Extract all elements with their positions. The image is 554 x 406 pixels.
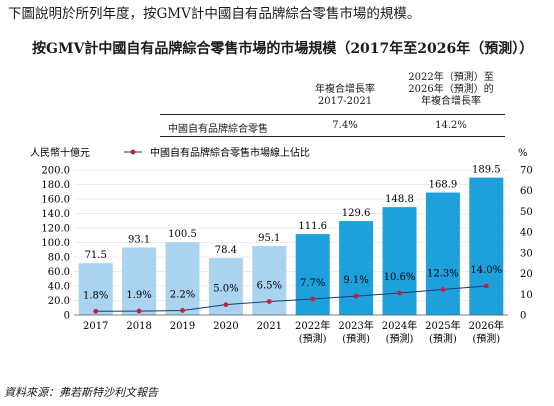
line-value-label: 2.2% <box>170 289 195 300</box>
bar-value-label: 78.4 <box>215 245 237 256</box>
line-value-label: 5.0% <box>213 284 238 295</box>
bar <box>425 192 460 315</box>
x-tick-label: (預測) <box>472 332 500 345</box>
x-tick-label: 2021 <box>257 321 282 332</box>
bar-value-label: 111.6 <box>298 221 327 232</box>
line-value-label: 14.0% <box>470 265 502 276</box>
line-value-label: 7.7% <box>300 278 325 289</box>
cagr-table-rule-top <box>160 114 505 115</box>
bar <box>122 247 157 315</box>
online-share-marker <box>440 287 446 292</box>
chart-title: 按GMV計中國自有品牌綜合零售市場的市場規模（2017年至2026年（預測）） <box>32 41 534 57</box>
y-tick-label: 40.0 <box>48 282 70 293</box>
cagr-col2-header: 2022年（預測）至 2026年（預測）的 年複合增長率 <box>396 72 506 108</box>
cagr-col2-header-line: 年複合增長率 <box>421 96 481 107</box>
bar-value-label: 93.1 <box>128 235 150 246</box>
y-tick-label: 60.0 <box>48 267 70 278</box>
line-value-label: 1.8% <box>83 290 108 301</box>
y-tick-label: 200.0 <box>41 166 70 177</box>
chart-legend: 中國自有品牌綜合零售市場線上佔比 <box>124 146 310 159</box>
y2-axis-title: % <box>518 148 528 159</box>
line-value-label: 10.6% <box>384 272 416 283</box>
bar <box>295 234 330 315</box>
cagr-col1-header-line: 年複合增長率 <box>315 84 375 95</box>
line-value-label: 12.3% <box>427 269 459 280</box>
x-tick-label: 2023年 <box>338 319 373 332</box>
cagr-col2-header-line: 2022年（預測）至 <box>408 72 494 83</box>
bar <box>382 207 417 315</box>
online-share-marker <box>310 296 316 302</box>
x-tick-label: 2022年 <box>295 319 330 332</box>
line-value-label: 1.9% <box>126 290 151 301</box>
cagr-col2-header-line: 2026年（預測）的 <box>408 84 494 95</box>
cagr-col1-header-line: 2017-2021 <box>317 96 373 107</box>
legend-label: 中國自有品牌綜合零售市場線上佔比 <box>150 146 310 159</box>
legend-marker-swatch <box>130 149 136 155</box>
y-tick-label: 80.0 <box>48 253 70 264</box>
y-tick-label: 180.0 <box>41 180 70 191</box>
bar-value-label: 129.6 <box>342 208 371 219</box>
x-tick-label: 2024年 <box>382 319 417 332</box>
bar <box>165 242 200 315</box>
y2-tick-label: 40 <box>520 228 533 239</box>
bar-value-label: 100.5 <box>168 229 197 240</box>
online-share-marker <box>136 308 142 314</box>
x-tick-label: 2018 <box>126 321 151 332</box>
bar-value-label: 95.1 <box>258 233 280 244</box>
x-tick-label: (預測) <box>429 332 457 345</box>
cagr-col2-value: 14.2% <box>435 120 467 131</box>
y2-tick-label: 70 <box>520 166 533 177</box>
bar-value-label: 148.8 <box>385 194 414 205</box>
online-share-marker <box>397 290 402 296</box>
x-tick-label: (預測) <box>299 332 327 345</box>
online-share-line <box>95 285 487 312</box>
y-tick-label: 100.0 <box>41 238 70 249</box>
y-tick-label: 20.0 <box>48 296 70 307</box>
chart-line-series <box>93 283 489 314</box>
x-tick-label: 2019 <box>170 321 195 332</box>
bar <box>339 221 374 315</box>
online-share-marker <box>223 302 229 308</box>
y-tick-label: 160.0 <box>41 195 70 206</box>
cagr-col1-header: 年複合增長率 2017-2021 <box>300 84 390 108</box>
y2-tick-label: 0 <box>520 311 526 322</box>
bar-value-label: 168.9 <box>429 180 458 191</box>
y-tick-label: 0 <box>64 311 70 322</box>
online-share-marker <box>266 299 272 304</box>
chart-labels: 71.5 93.1 100.5 78.4 95.1 111.6 129.6 148.8 168.… <box>83 165 502 302</box>
line-value-label: 9.1% <box>343 275 368 286</box>
y2-tick-label: 20 <box>520 269 533 280</box>
y2-tick-label: 50 <box>520 207 533 218</box>
x-tick-label: 2026年 <box>469 319 504 332</box>
bar <box>78 263 113 315</box>
bar <box>469 177 504 315</box>
x-tick-label: 2025年 <box>425 319 460 332</box>
intro-text: 下圖說明於所列年度，按GMV計中國自有品牌綜合零售市場的規模。 <box>8 6 421 22</box>
y-axis-title: 人民幣十億元 <box>30 146 90 159</box>
y2-tick-label: 10 <box>520 290 533 301</box>
chart-bars <box>78 177 504 315</box>
online-share-marker <box>483 283 489 289</box>
chart-axes: 0 20.0 40.0 60.0 80.0 100.0 120.0 140.0 160.0 180… <box>30 146 533 345</box>
x-tick-label: 2017 <box>83 321 108 332</box>
y-tick-label: 140.0 <box>41 209 70 220</box>
x-tick-label: (預測) <box>386 332 414 345</box>
x-tick-label: 2020 <box>213 321 238 332</box>
bar-value-label: 189.5 <box>472 165 501 176</box>
cagr-row-label: 中國自有品牌綜合零售 <box>168 124 268 135</box>
y-tick-label: 120.0 <box>41 224 70 235</box>
line-value-label: 6.5% <box>257 281 282 292</box>
cagr-col1-value: 7.4% <box>332 120 358 131</box>
x-tick-label: (預測) <box>342 332 370 345</box>
online-share-marker <box>93 308 99 314</box>
cagr-table-rule-bottom <box>160 136 505 137</box>
bar-value-label: 71.5 <box>85 250 107 261</box>
online-share-marker <box>180 308 185 313</box>
y2-tick-label: 60 <box>520 186 533 197</box>
market-size-chart: 71.5 93.1 100.5 78.4 95.1 111.6 129.6 148.8 168.… <box>30 146 533 345</box>
source-note: 資料來源：弗若斯特沙利文報告 <box>4 386 158 399</box>
online-share-marker <box>353 293 359 299</box>
y2-tick-label: 30 <box>520 248 533 259</box>
